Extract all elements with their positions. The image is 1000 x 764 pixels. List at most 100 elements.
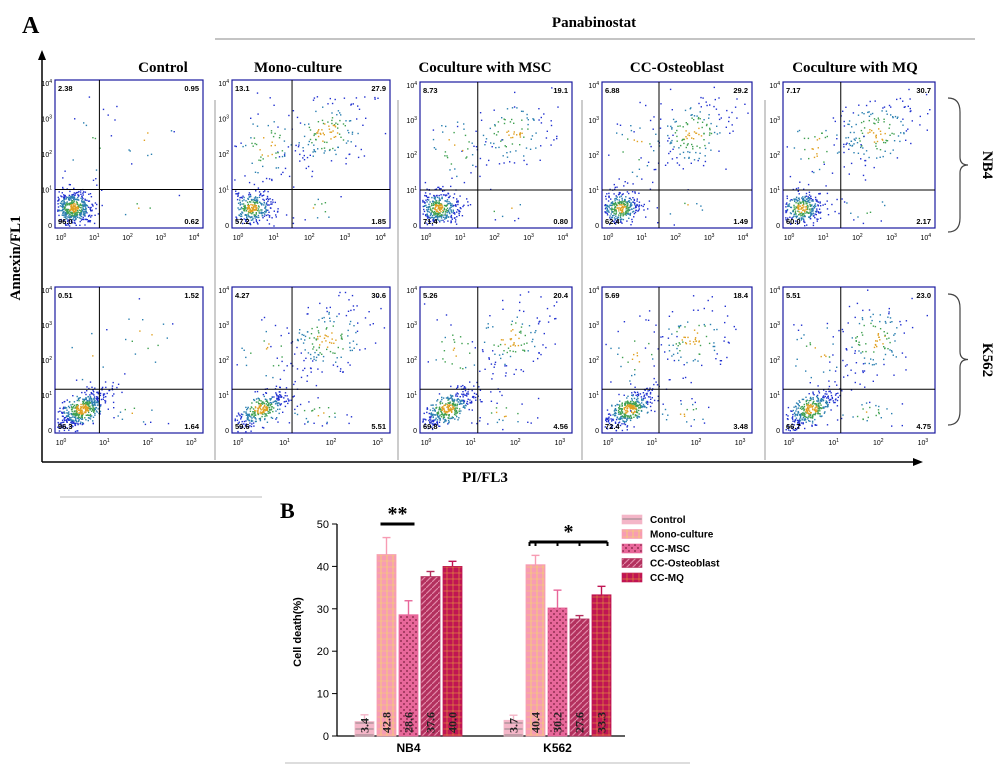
event-dot — [630, 383, 632, 385]
event-dot — [812, 200, 814, 202]
event-dot — [79, 220, 81, 223]
event-dot — [802, 199, 804, 201]
event-dot — [671, 128, 673, 130]
event-dot — [86, 212, 88, 214]
event-dot — [348, 120, 351, 122]
event-dot — [646, 165, 649, 167]
event-dot — [260, 409, 262, 411]
event-dot — [919, 124, 921, 126]
event-dot — [440, 203, 443, 205]
event-dot — [641, 406, 643, 409]
event-dot — [78, 205, 80, 208]
event-dot — [104, 381, 107, 383]
event-dot — [624, 403, 627, 405]
event-dot — [800, 406, 802, 408]
event-dot — [83, 214, 85, 216]
event-dot — [439, 419, 441, 421]
event-dot — [605, 206, 607, 208]
event-dot — [793, 198, 795, 200]
event-dot — [637, 400, 639, 402]
event-dot — [69, 425, 71, 428]
event-dot — [815, 412, 817, 415]
event-dot — [809, 208, 811, 210]
event-dot — [493, 142, 495, 145]
event-dot — [336, 132, 339, 134]
event-dot — [245, 431, 247, 433]
event-dot — [91, 408, 93, 410]
event-dot — [679, 413, 682, 415]
event-dot — [728, 116, 730, 119]
event-dot — [471, 154, 474, 156]
event-dot — [657, 140, 659, 142]
event-dot — [241, 211, 243, 213]
event-dot — [275, 393, 278, 395]
event-dot — [687, 151, 689, 153]
event-dot — [236, 364, 238, 366]
event-dot — [444, 336, 446, 339]
event-dot — [509, 350, 511, 352]
event-dot — [618, 214, 620, 216]
event-dot — [445, 217, 448, 219]
event-dot — [863, 135, 865, 138]
event-dot — [432, 413, 434, 416]
event-dot — [423, 208, 425, 211]
event-dot — [649, 143, 651, 145]
event-dot — [446, 216, 448, 218]
event-dot — [430, 412, 433, 414]
event-dot — [59, 410, 61, 412]
event-dot — [620, 195, 622, 197]
event-dot — [614, 200, 616, 202]
event-dot — [519, 132, 521, 134]
event-dot — [327, 407, 330, 409]
event-dot — [79, 213, 81, 215]
event-dot — [268, 223, 271, 225]
event-dot — [85, 411, 87, 414]
event-dot — [610, 418, 612, 420]
event-dot — [614, 414, 617, 417]
event-dot — [810, 195, 812, 197]
event-dot — [280, 394, 282, 397]
event-dot — [63, 216, 65, 218]
event-dot — [606, 193, 608, 195]
event-dot — [523, 136, 525, 138]
event-dot — [702, 97, 704, 99]
event-dot — [71, 420, 73, 423]
event-dot — [280, 396, 283, 398]
y-tick-label: 103 — [218, 115, 229, 124]
event-dot — [453, 403, 455, 406]
event-dot — [263, 411, 265, 414]
event-dot — [73, 420, 75, 422]
event-dot — [513, 131, 515, 133]
event-dot — [80, 210, 83, 213]
event-dot — [785, 429, 787, 431]
event-dot — [622, 218, 625, 221]
event-dot — [64, 202, 66, 204]
event-dot — [308, 140, 310, 143]
event-dot — [676, 129, 678, 132]
event-dot — [788, 203, 791, 205]
event-dot — [523, 155, 525, 157]
event-dot — [272, 410, 274, 413]
event-dot — [67, 414, 69, 416]
event-dot — [506, 152, 508, 154]
event-dot — [624, 410, 627, 412]
event-dot — [266, 197, 269, 199]
event-dot — [254, 411, 256, 413]
event-dot — [790, 199, 792, 201]
event-dot — [65, 211, 67, 214]
event-dot — [835, 398, 837, 400]
event-dot — [252, 204, 254, 206]
event-dot — [469, 204, 472, 206]
event-dot — [806, 202, 808, 205]
event-dot — [475, 396, 477, 399]
event-dot — [868, 119, 870, 122]
event-dot — [617, 216, 619, 218]
event-dot — [812, 210, 814, 212]
event-dot — [501, 215, 504, 218]
event-dot — [713, 86, 715, 89]
event-dot — [447, 422, 450, 424]
event-dot — [456, 121, 459, 123]
event-dot — [75, 192, 77, 194]
event-dot — [471, 396, 474, 398]
x-tick-label: 103 — [704, 233, 715, 242]
